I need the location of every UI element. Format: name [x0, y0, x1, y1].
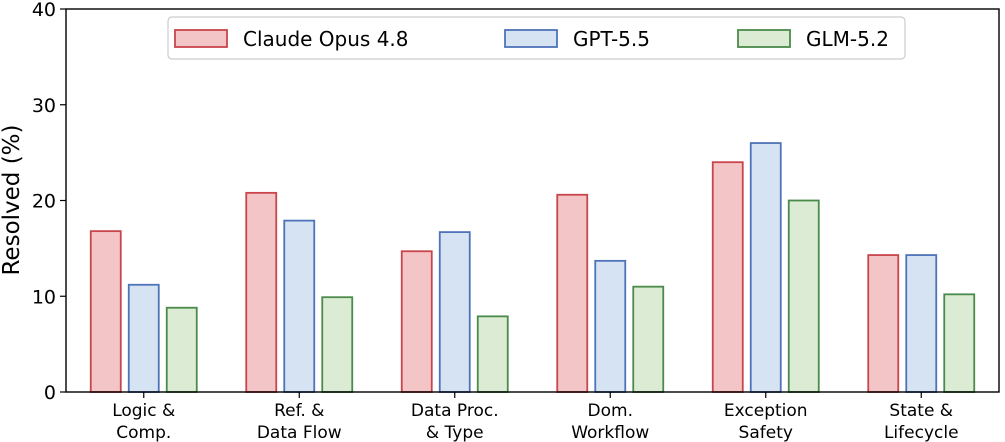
bar-gpt-5-5 — [749, 142, 782, 393]
bar-glm-5-2 — [787, 199, 820, 393]
x-tick-label: Comp. — [116, 423, 171, 442]
bar-claude-opus-4-8 — [867, 254, 900, 393]
legend-label: GPT-5.5 — [573, 27, 650, 51]
x-tick-label: Logic & — [112, 401, 175, 421]
y-tick-label: 0 — [44, 382, 56, 404]
legend-swatch — [504, 29, 558, 48]
x-tick-label: & Type — [426, 423, 484, 442]
x-tick-label: Dom. — [588, 401, 633, 421]
plot-frame — [65, 8, 1000, 393]
legend-label: GLM-5.2 — [806, 27, 889, 51]
bar-claude-opus-4-8 — [89, 230, 122, 393]
bar-glm-5-2 — [321, 296, 354, 393]
bar-claude-opus-4-8 — [711, 161, 744, 393]
legend-swatch — [174, 29, 228, 48]
legend-swatch — [737, 29, 791, 48]
bar-claude-opus-4-8 — [245, 191, 278, 393]
y-tick-label: 20 — [32, 191, 56, 213]
bar-gpt-5-5 — [283, 219, 316, 393]
bar-gpt-5-5 — [594, 259, 627, 393]
x-tick-label: Exception — [724, 401, 808, 421]
x-tick-label: Safety — [739, 423, 793, 442]
x-tick-label: Lifecycle — [884, 423, 959, 442]
bars-layer — [89, 142, 976, 393]
bar-glm-5-2 — [943, 293, 976, 393]
bar-gpt-5-5 — [127, 283, 160, 393]
y-axis: 0 10 20 30 40 — [32, 0, 66, 404]
x-tick-label: Workflow — [571, 423, 649, 442]
bar-glm-5-2 — [476, 315, 509, 393]
bar-glm-5-2 — [165, 306, 198, 393]
x-tick-label: Ref. & — [274, 401, 324, 421]
bar-claude-opus-4-8 — [400, 250, 433, 393]
bar-glm-5-2 — [632, 285, 665, 393]
bar-gpt-5-5 — [438, 231, 471, 393]
bar-gpt-5-5 — [905, 254, 938, 393]
legend: Claude Opus 4.8 GPT-5.5 GLM-5.2 — [167, 16, 906, 60]
bar-claude-opus-4-8 — [556, 193, 589, 393]
y-tick-label: 40 — [32, 0, 56, 21]
x-tick-label: State & — [889, 401, 953, 421]
legend-label: Claude Opus 4.8 — [243, 27, 409, 51]
x-tick-label: Data Proc. — [411, 401, 499, 421]
x-axis: Logic & Comp. Ref. & Data Flow Data Proc. & T… — [112, 392, 959, 442]
y-tick-label: 10 — [32, 286, 56, 308]
y-tick-label: 30 — [32, 95, 56, 117]
x-tick-label: Data Flow — [257, 423, 342, 442]
y-axis-label: Resolved (%) — [0, 124, 25, 275]
